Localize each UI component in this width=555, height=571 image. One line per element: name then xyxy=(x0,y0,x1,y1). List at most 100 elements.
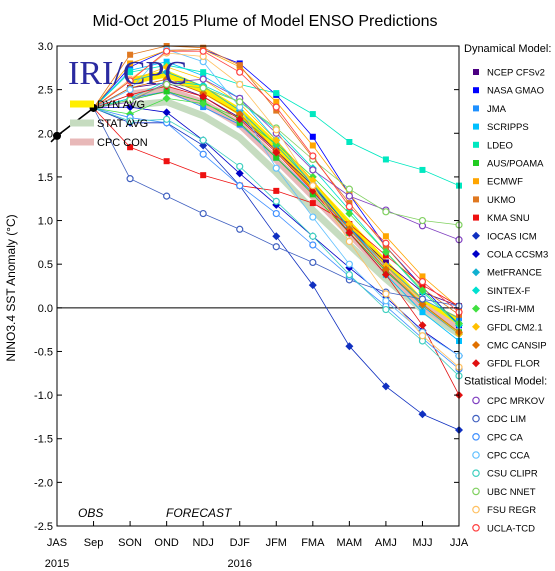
data-point xyxy=(126,96,134,104)
data-point xyxy=(418,300,427,309)
legend-label: NASA GMAO xyxy=(487,86,544,97)
data-point xyxy=(382,208,390,216)
data-point xyxy=(345,209,354,218)
data-point xyxy=(127,144,134,151)
data-point xyxy=(419,309,426,316)
data-point xyxy=(345,342,354,351)
x-tick-label: AMJ xyxy=(375,537,397,549)
data-point xyxy=(308,281,317,290)
data-point xyxy=(199,150,207,158)
data-point xyxy=(273,98,280,105)
x-tick-label: SON xyxy=(118,537,142,549)
legend-label: CS-IRI-MM xyxy=(487,304,535,315)
data-point xyxy=(127,51,134,58)
y-tick-label: -2.0 xyxy=(34,477,53,489)
x-tick-label: JJA xyxy=(450,537,469,549)
data-point xyxy=(382,156,389,163)
legend-label: CDC LIM xyxy=(487,414,526,425)
data-point xyxy=(381,270,390,279)
y-tick-label: 1.5 xyxy=(38,172,53,184)
legend-marker xyxy=(472,268,480,277)
data-point xyxy=(309,241,317,249)
average-legend: DYN AVG STAT AVG CPC CON xyxy=(70,99,148,149)
data-point xyxy=(127,63,134,70)
data-point xyxy=(163,47,171,55)
data-point xyxy=(345,271,353,279)
y-tick-label: 0.0 xyxy=(38,303,53,315)
legend-marker xyxy=(472,414,480,423)
data-point xyxy=(200,172,207,179)
data-point xyxy=(309,133,316,140)
average-legend-label: DYN AVG xyxy=(97,99,145,111)
data-point xyxy=(163,88,170,95)
legend-marker xyxy=(472,341,480,349)
data-point xyxy=(127,60,134,67)
legend-marker xyxy=(472,396,480,405)
legend-label: CMC CANSIP xyxy=(487,341,547,352)
legend-label: GFDL FLOR xyxy=(487,359,540,370)
legend-label: FSU REGR xyxy=(487,505,536,516)
data-point xyxy=(162,108,171,117)
legend-marker xyxy=(473,141,479,148)
legend-marker xyxy=(472,359,480,368)
data-point xyxy=(309,213,317,221)
legend-label: SINTEX-F xyxy=(487,286,530,297)
data-point xyxy=(309,200,316,207)
legend-marker xyxy=(472,304,480,313)
data-point xyxy=(345,260,353,268)
data-point xyxy=(272,126,280,134)
data-point xyxy=(199,209,207,218)
data-point xyxy=(381,382,390,391)
data-point xyxy=(199,75,207,83)
legend-label: COLA CCSM3 xyxy=(487,250,548,261)
data-point xyxy=(127,69,134,76)
data-point xyxy=(382,239,390,247)
data-point xyxy=(236,98,244,106)
legend-label: NCEP CFSv2 xyxy=(487,68,545,79)
obs-annotation: OBS xyxy=(78,506,103,520)
year-label: 2015 xyxy=(45,558,69,570)
chart-title: Mid-Oct 2015 Plume of Model ENSO Predict… xyxy=(92,13,437,30)
legend-label: LDEO xyxy=(487,140,513,151)
data-point xyxy=(199,47,207,55)
legend-label: MetFRANCE xyxy=(487,268,542,279)
data-point xyxy=(419,273,426,280)
legend-label: SCRIPPS xyxy=(487,122,529,133)
data-point xyxy=(272,232,281,241)
data-point xyxy=(272,148,281,157)
legend-marker xyxy=(472,487,480,496)
y-tick-label: -0.5 xyxy=(34,346,53,358)
data-point xyxy=(382,297,390,305)
data-point xyxy=(272,197,280,205)
data-point xyxy=(309,152,317,160)
data-point xyxy=(345,192,353,200)
average-legend-label: STAT AVG xyxy=(97,118,148,130)
legend-label: UCLA-TCD xyxy=(487,523,535,534)
data-point xyxy=(272,243,280,251)
legend-label: CPC MRKOV xyxy=(487,396,545,407)
legend-marker xyxy=(472,250,480,258)
data-point xyxy=(309,232,317,240)
forecast-annotation: FORECAST xyxy=(166,506,233,520)
data-point xyxy=(163,58,170,65)
legend-marker xyxy=(472,286,480,295)
data-point xyxy=(272,164,280,172)
data-point xyxy=(345,185,353,193)
data-point xyxy=(199,84,207,92)
legend-label: KMA SNU xyxy=(487,213,530,224)
legend-marker xyxy=(472,451,480,459)
data-point xyxy=(345,220,354,229)
data-point xyxy=(126,175,134,183)
legend-statistical-title: Statistical Model: xyxy=(464,375,547,387)
average-legend-label: CPC CON xyxy=(97,137,148,149)
data-point xyxy=(163,192,171,200)
legend-marker xyxy=(473,69,479,75)
x-tick-label: Sep xyxy=(84,537,104,549)
y-tick-label: 2.0 xyxy=(38,128,53,140)
data-point xyxy=(162,68,171,77)
data-point xyxy=(346,139,353,145)
legend-label: ECMWF xyxy=(487,177,523,188)
average-lines xyxy=(129,70,461,337)
y-tick-label: 2.5 xyxy=(38,85,53,97)
